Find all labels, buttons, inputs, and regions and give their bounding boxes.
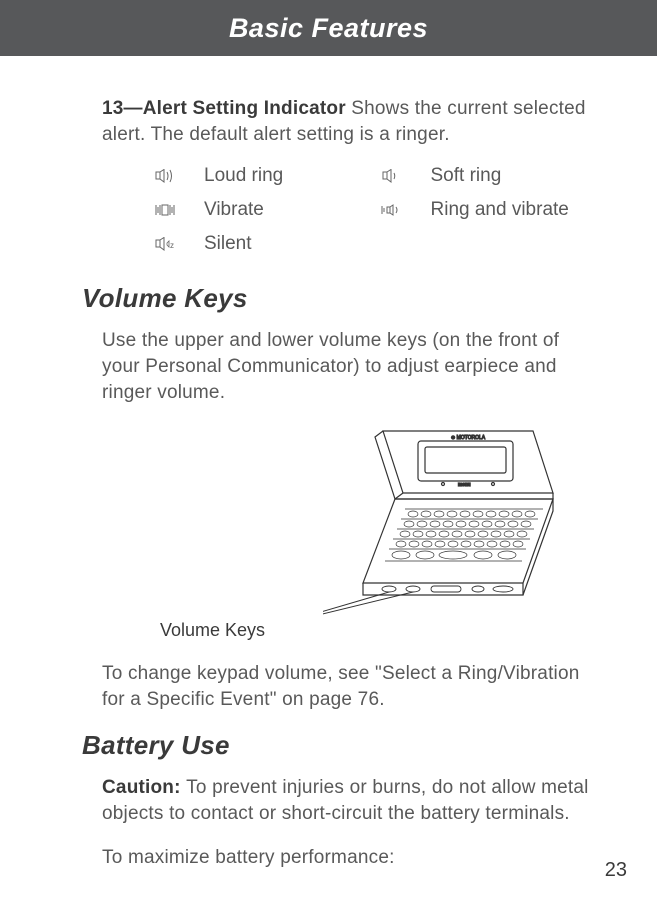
- battery-use-heading: Battery Use: [82, 730, 593, 761]
- loud-ring-icon: [154, 168, 176, 184]
- silent-label: Silent: [204, 233, 367, 255]
- section13-label: 13—Alert Setting Indicator: [102, 98, 346, 119]
- volume-keys-heading: Volume Keys: [82, 283, 593, 314]
- caution-label: Caution:: [102, 777, 186, 798]
- vibrate-label: Vibrate: [204, 199, 367, 221]
- device-illustration: ⊕ MOTOROLA menu: [323, 423, 563, 633]
- svg-text:z: z: [170, 241, 174, 250]
- section13-para: 13—Alert Setting Indicator Shows the cur…: [102, 96, 593, 147]
- battery-p2: To maximize battery performance:: [102, 845, 593, 871]
- vibrate-icon: [154, 202, 176, 218]
- header-bar: Basic Features: [0, 0, 657, 56]
- page-header-title: Basic Features: [229, 13, 428, 44]
- alert-settings-grid: Loud ring Soft ring Vibrate Ring and vib…: [154, 165, 593, 255]
- ring-vibrate-label: Ring and vibrate: [431, 199, 594, 221]
- page-content: 13—Alert Setting Indicator Shows the cur…: [0, 56, 657, 870]
- device-figure: ⊕ MOTOROLA menu: [102, 423, 593, 643]
- svg-text:⊕ MOTOROLA: ⊕ MOTOROLA: [451, 435, 486, 441]
- svg-text:menu: menu: [458, 482, 471, 488]
- volume-p1: Use the upper and lower volume keys (on …: [102, 328, 593, 405]
- page-number: 23: [605, 859, 627, 882]
- volume-keys-callout: Volume Keys: [160, 620, 265, 641]
- ring-vibrate-icon: [381, 202, 403, 218]
- soft-ring-label: Soft ring: [431, 165, 594, 187]
- loud-ring-label: Loud ring: [204, 165, 367, 187]
- silent-icon: z: [154, 236, 176, 252]
- battery-caution: Caution: To prevent injuries or burns, d…: [102, 775, 593, 826]
- soft-ring-icon: [381, 168, 403, 184]
- volume-p2: To change keypad volume, see "Select a R…: [102, 661, 593, 712]
